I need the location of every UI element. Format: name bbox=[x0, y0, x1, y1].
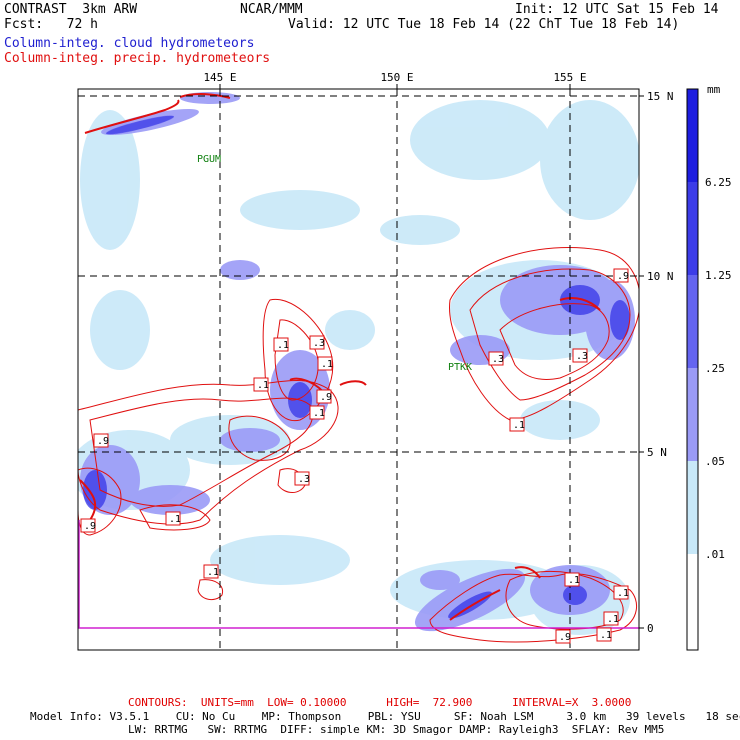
svg-text:.1: .1 bbox=[313, 408, 325, 419]
svg-text:.1: .1 bbox=[207, 567, 219, 578]
contour-label: .1 bbox=[603, 611, 619, 626]
contour-label: .1 bbox=[253, 377, 269, 392]
svg-text:.1: .1 bbox=[600, 630, 612, 641]
colorbar: mm 6.25 1.25 .25 .05 .01 bbox=[686, 83, 732, 651]
contour-label: .3 bbox=[572, 348, 588, 363]
model-title: CONTRAST 3km ARW bbox=[4, 2, 138, 17]
lat-label-0: 0 bbox=[647, 622, 654, 635]
colorbar-swatch bbox=[687, 182, 698, 275]
contour-label: .9 bbox=[555, 629, 571, 644]
colorbar-swatch bbox=[687, 275, 698, 368]
contour-label: .1 bbox=[613, 585, 629, 600]
svg-text:.1: .1 bbox=[513, 420, 525, 431]
svg-text:.3: .3 bbox=[492, 354, 504, 365]
svg-text:.1: .1 bbox=[257, 380, 269, 391]
contour-label: .1 bbox=[309, 405, 325, 420]
contour-label: .1 bbox=[273, 337, 289, 352]
colorbar-swatch bbox=[687, 461, 698, 554]
svg-text:.1: .1 bbox=[607, 614, 619, 625]
station-label-pgum: PGUM bbox=[197, 154, 221, 165]
contour-label: .3 bbox=[294, 471, 310, 486]
lat-label-5n: 5 N bbox=[647, 446, 667, 459]
contour-label: .3 bbox=[488, 351, 504, 366]
contour-label: .1 bbox=[317, 356, 333, 371]
svg-text:.9: .9 bbox=[84, 521, 96, 532]
contour-label: .9 bbox=[613, 268, 629, 283]
svg-text:.3: .3 bbox=[298, 474, 310, 485]
contour-label: .1 bbox=[509, 417, 525, 432]
center-name: NCAR/MMM bbox=[240, 2, 303, 17]
svg-text:.9: .9 bbox=[320, 392, 332, 403]
colorbar-label: .25 bbox=[705, 362, 725, 375]
colorbar-swatch bbox=[687, 89, 698, 182]
colorbar-unit: mm bbox=[707, 83, 721, 96]
valid-time: Valid: 12 UTC Tue 18 Feb 14 (22 ChT Tue … bbox=[288, 17, 680, 32]
model-info-line-2: LW: RRTMG SW: RRTMG DIFF: simple KM: 3D … bbox=[128, 723, 665, 736]
contour-label: .9 bbox=[80, 518, 96, 533]
model-info-line-1: Model Info: V3.5.1 CU: No Cu MP: Thompso… bbox=[30, 710, 740, 723]
contour-label: .3 bbox=[309, 335, 325, 350]
station-label-ptkk: PTKK bbox=[448, 362, 472, 373]
colorbar-label: 6.25 bbox=[705, 176, 732, 189]
svg-text:.1: .1 bbox=[169, 514, 181, 525]
map-fill-layer bbox=[78, 92, 639, 643]
lon-label-155: 155 E bbox=[553, 71, 586, 84]
contour-labels: .1 .3 .1 .1 .9 .1 .9 .3 .1 .9 .1 .9 .3 .… bbox=[80, 268, 629, 644]
colorbar-label: .01 bbox=[705, 548, 725, 561]
svg-text:.9: .9 bbox=[617, 271, 629, 282]
lon-label-150: 150 E bbox=[380, 71, 413, 84]
lat-label-15n: 15 N bbox=[647, 90, 674, 103]
field-precip-label: Column-integ. precip. hydrometeors bbox=[4, 51, 271, 66]
lat-label-10n: 10 N bbox=[647, 270, 674, 283]
svg-text:.3: .3 bbox=[313, 338, 325, 349]
contour-label: .1 bbox=[564, 572, 580, 587]
forecast-hour: Fcst: 72 h bbox=[4, 17, 98, 32]
svg-text:.1: .1 bbox=[617, 588, 629, 599]
field-cloud-label: Column-integ. cloud hydrometeors bbox=[4, 36, 255, 51]
axis-ticks bbox=[219, 84, 644, 629]
lon-label-145: 145 E bbox=[203, 71, 236, 84]
contour-label: .9 bbox=[93, 433, 109, 448]
map-frame bbox=[77, 88, 640, 651]
colorbar-label: 1.25 bbox=[705, 269, 732, 282]
init-time: Init: 12 UTC Sat 15 Feb 14 bbox=[515, 2, 719, 17]
contours-info: CONTOURS: UNITS=mm LOW= 0.10000 HIGH= 72… bbox=[128, 696, 632, 709]
contour-label: .1 bbox=[165, 511, 181, 526]
contour-label: .1 bbox=[203, 564, 219, 579]
svg-text:.9: .9 bbox=[97, 436, 109, 447]
colorbar-label: .05 bbox=[705, 455, 725, 468]
svg-text:.1: .1 bbox=[568, 575, 580, 586]
svg-text:.1: .1 bbox=[277, 340, 289, 351]
svg-text:.1: .1 bbox=[321, 359, 333, 370]
colorbar-swatch bbox=[687, 368, 698, 461]
colorbar-swatch bbox=[687, 554, 698, 650]
svg-text:.9: .9 bbox=[559, 632, 571, 643]
svg-text:.3: .3 bbox=[576, 351, 588, 362]
contour-label: .1 bbox=[596, 627, 612, 642]
contour-label: .9 bbox=[316, 389, 332, 404]
